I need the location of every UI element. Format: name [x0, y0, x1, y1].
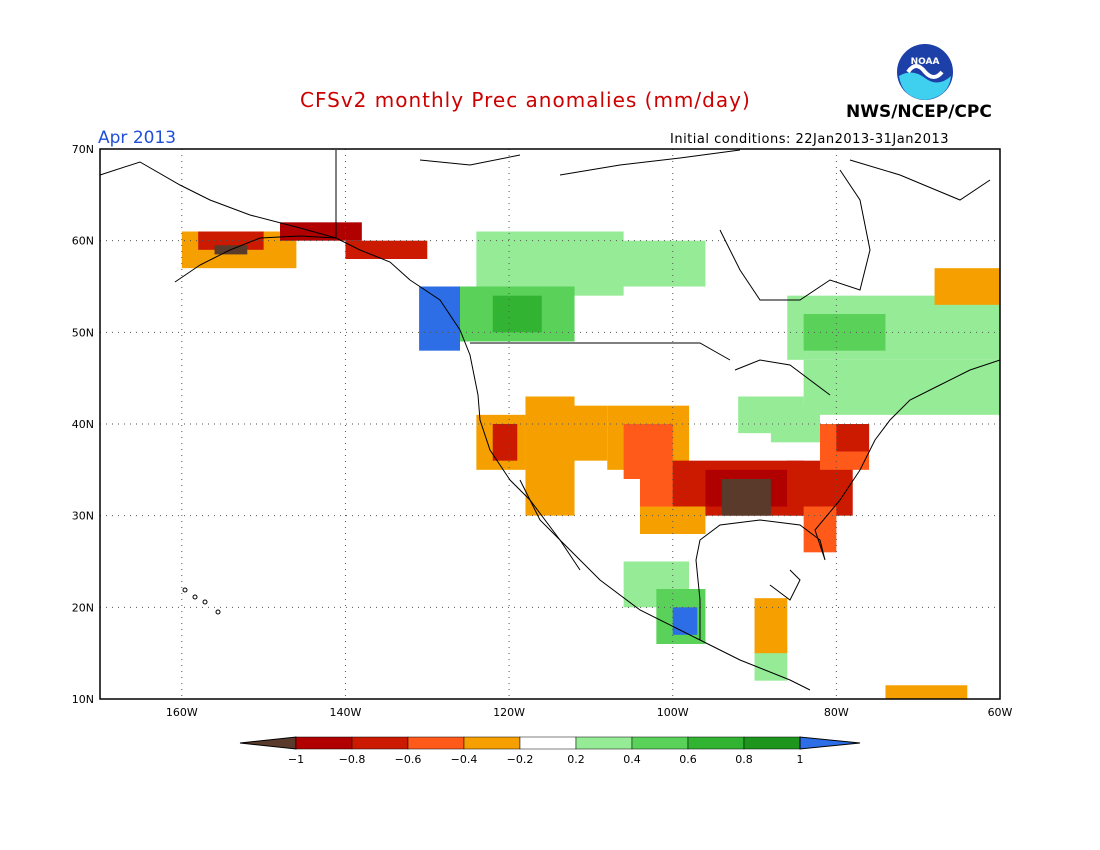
coastline: [419, 154, 521, 166]
legend-swatch: [743, 736, 801, 750]
coastline: [174, 235, 411, 283]
coastline: [409, 279, 581, 571]
lat-tick-label: 70N: [72, 143, 94, 156]
anomaly-cell: [672, 607, 698, 635]
anomaly-cell: [934, 268, 1000, 305]
coastline: [734, 359, 831, 396]
coastline: [719, 169, 871, 301]
legend-swatch: [351, 736, 409, 750]
logo-text: NOAA: [911, 57, 940, 67]
lon-tick-label: 80W: [824, 706, 849, 719]
lat-tick-label: 60N: [72, 235, 94, 248]
legend-label: 0.2: [567, 753, 585, 766]
lat-tick-label: 20N: [72, 601, 94, 614]
legend-swatch: [295, 736, 353, 750]
legend-swatch: [687, 736, 745, 750]
graticule: [100, 149, 1000, 699]
map-frame: [99, 148, 1001, 700]
coastline: [559, 149, 741, 176]
legend-label: −0.6: [395, 753, 422, 766]
anomaly-cell: [541, 240, 706, 287]
legend-swatch: [799, 736, 861, 750]
coastlines: [99, 149, 1001, 691]
color-legend: −1 −0.8 −0.6 −0.4 −0.2 0.2 0.4 0.6 0.8 1: [239, 736, 861, 766]
coastline: [470, 342, 731, 361]
anomaly-cell: [770, 405, 820, 443]
anomaly-cell: [754, 598, 788, 654]
hawaii-island: [182, 587, 188, 593]
anomaly-cell: [419, 286, 460, 351]
coastline: [695, 499, 841, 640]
coastline: [99, 150, 337, 239]
coastline: [839, 359, 1001, 501]
coastline: [769, 569, 801, 601]
legend-label: −1: [288, 753, 304, 766]
coastline: [519, 479, 811, 691]
initial-conditions: Initial conditions: 22Jan2013-31Jan2013: [670, 132, 950, 147]
lon-tick-label: 120W: [493, 706, 525, 719]
legend-label: −0.8: [339, 753, 366, 766]
lon-tick-label: 100W: [657, 706, 689, 719]
legend-swatch: [575, 736, 633, 750]
legend-swatch: [239, 736, 297, 750]
hawaii-island: [202, 599, 208, 605]
anomaly-cell: [280, 222, 362, 241]
anomaly-cells: [181, 222, 1000, 699]
legend-label: 1: [797, 753, 804, 766]
anomaly-cell: [492, 424, 518, 461]
axis-ticks: 70N 60N 50N 40N 30N 20N 10N 160W 140W 120W 100W 80W…: [72, 143, 1013, 719]
lat-tick-label: 10N: [72, 693, 94, 706]
hawaii-island: [215, 609, 221, 615]
legend-label: −0.2: [507, 753, 534, 766]
lon-tick-label: 60W: [988, 706, 1013, 719]
agency-label: NWS/NCEP/CPC: [846, 102, 992, 122]
legend-label: 0.8: [735, 753, 753, 766]
lat-tick-label: 50N: [72, 326, 94, 339]
lat-tick-label: 40N: [72, 418, 94, 431]
legend-swatch: [631, 736, 689, 750]
anomaly-cell: [803, 359, 1000, 415]
legend-label: 0.6: [679, 753, 697, 766]
anomaly-cell: [721, 479, 771, 516]
legend-label: −0.4: [451, 753, 478, 766]
coastline: [849, 159, 991, 201]
anomaly-cell: [345, 240, 428, 259]
lon-tick-label: 160W: [166, 706, 198, 719]
forecast-month: Apr 2013: [98, 128, 177, 148]
anomaly-cell: [640, 506, 706, 534]
anomaly-cell: [836, 424, 870, 452]
lon-tick-label: 140W: [330, 706, 362, 719]
anomaly-cell: [492, 295, 542, 333]
anomaly-cell: [885, 685, 968, 699]
legend-swatch: [407, 736, 465, 750]
anomaly-cell: [558, 405, 608, 461]
legend-label: 0.4: [623, 753, 641, 766]
map-title: CFSv2 monthly Prec anomalies (mm/day): [300, 88, 751, 112]
hawaii-island: [192, 594, 198, 600]
lat-tick-label: 30N: [72, 510, 94, 523]
legend-swatch: [519, 736, 577, 750]
noaa-logo: NOAA: [897, 44, 953, 100]
legend-swatch: [463, 736, 521, 750]
